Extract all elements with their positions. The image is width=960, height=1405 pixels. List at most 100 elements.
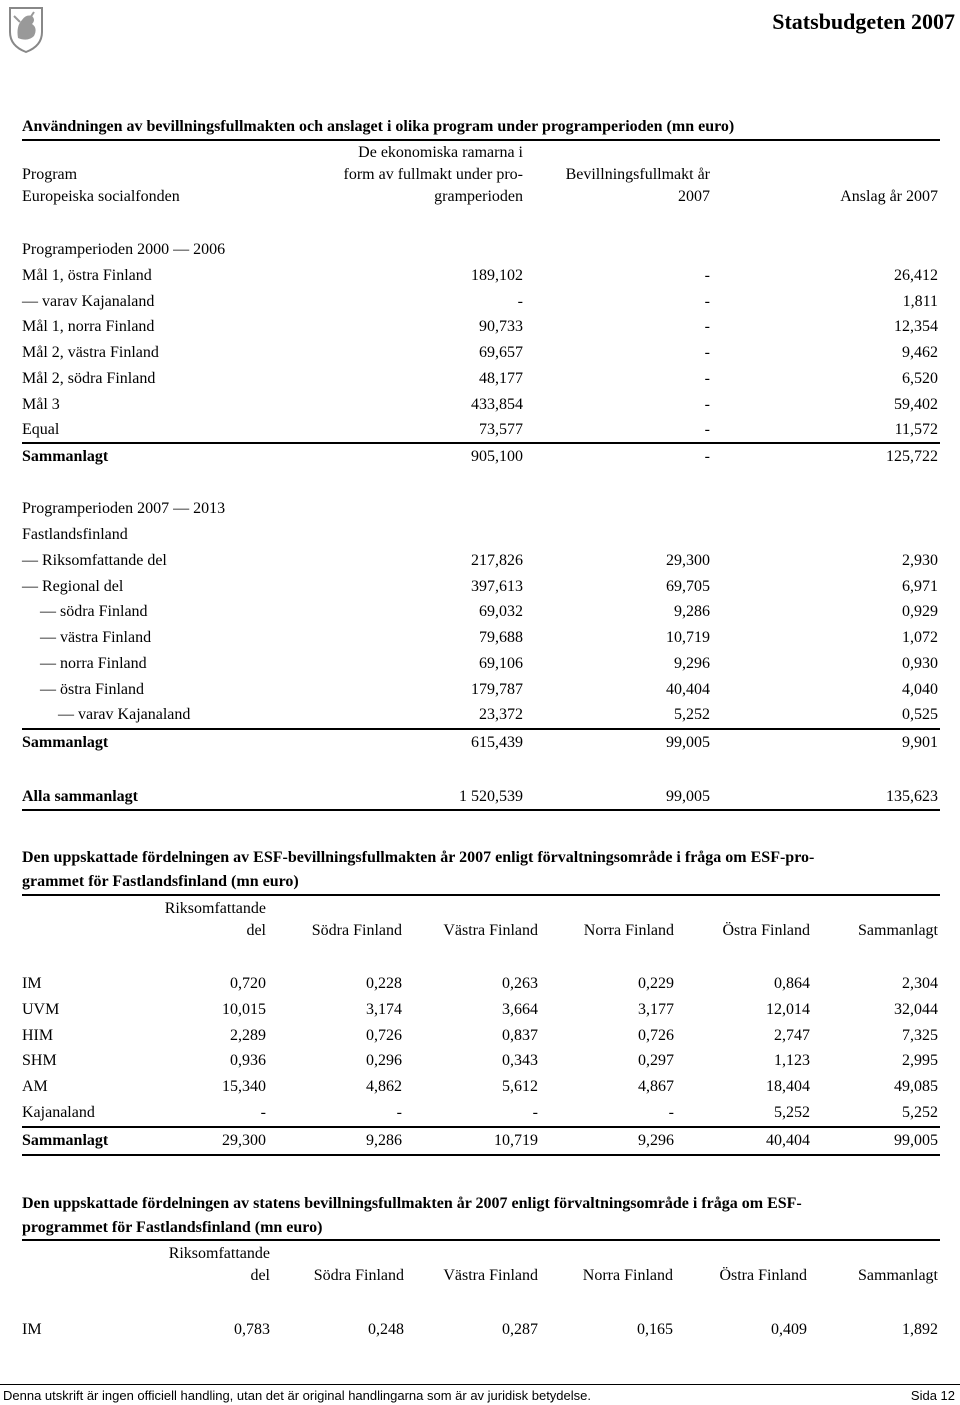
cell: 32,044 — [894, 1000, 938, 1018]
cell: 2,930 — [902, 552, 938, 569]
cell: 59,402 — [894, 395, 938, 413]
cell: 5,252 — [902, 1104, 938, 1121]
column-header: Norra Finland — [582, 1267, 673, 1284]
cell: 10,015 — [222, 1000, 266, 1018]
cell: 0,837 — [502, 1026, 538, 1044]
cell: 0,864 — [774, 975, 810, 992]
row-label: Mål 3 — [22, 395, 60, 413]
table-title: Den uppskattade fördelningen av ESF-bevi… — [22, 849, 815, 866]
cell: 5,252 — [774, 1104, 810, 1121]
rule — [22, 728, 940, 730]
rule — [22, 894, 940, 896]
cell: 40,404 — [766, 1132, 810, 1149]
logo — [9, 7, 43, 54]
cell: 0,525 — [902, 706, 938, 724]
cell: 9,286 — [366, 1132, 402, 1149]
footer-rule — [0, 1384, 960, 1385]
row-label: Mål 2, södra Finland — [22, 369, 156, 387]
row-label: Mål 2, västra Finland — [22, 344, 159, 362]
row-label: — norra Finland — [40, 654, 147, 672]
cell: 0,165 — [637, 1321, 673, 1338]
cell: 217,826 — [471, 552, 523, 569]
column-header: Bevillningsfullmakt år — [565, 166, 710, 183]
rule — [22, 1126, 940, 1128]
row-label: Mål 1, norra Finland — [22, 318, 155, 336]
cell: - — [704, 395, 710, 413]
column-header: Västra Finland — [443, 922, 538, 939]
cell: 15,340 — [222, 1078, 266, 1096]
rule — [22, 809, 940, 811]
cell: - — [704, 267, 710, 284]
row-label: Mål 1, östra Finland — [22, 267, 152, 284]
column-header: Riksomfattande — [164, 900, 266, 917]
cell: 3,174 — [366, 1000, 402, 1018]
cell: 179,787 — [471, 680, 523, 698]
cell: 3,664 — [502, 1000, 538, 1018]
row-label: — Regional del — [22, 577, 124, 595]
cell: 9,296 — [638, 1132, 674, 1149]
section-title: Programperioden 2007 — 2013 — [22, 500, 226, 517]
column-header: Sammanlagt — [858, 922, 938, 939]
cell: 125,722 — [886, 448, 938, 465]
column-header: Europeiska socialfonden — [22, 188, 180, 205]
cell: 0,263 — [502, 975, 538, 992]
cell: 1,811 — [902, 292, 938, 310]
row-label: Equal — [22, 421, 60, 439]
rule — [22, 1239, 940, 1241]
cell: - — [704, 369, 710, 387]
section-title: Programperioden 2000 — 2006 — [22, 241, 226, 258]
cell: - — [704, 448, 710, 465]
cell: 9,296 — [674, 654, 710, 672]
column-header: Södra Finland — [311, 922, 402, 939]
cell: 73,577 — [479, 421, 523, 439]
cell: - — [517, 292, 523, 310]
cell: 12,014 — [766, 1000, 810, 1018]
cell: 18,404 — [766, 1078, 810, 1096]
table-title: programmet för Fastlandsfinland (mn euro… — [22, 1219, 323, 1236]
total-label: Sammanlagt — [22, 1132, 109, 1149]
column-header: Program — [22, 166, 78, 183]
cell: 189,102 — [471, 267, 523, 284]
cell: 2,747 — [774, 1026, 810, 1044]
column-header: del — [250, 1267, 270, 1284]
rule — [22, 139, 940, 141]
cell: 1,072 — [902, 629, 938, 647]
column-header: 2007 — [678, 188, 710, 205]
row-label: HIM — [22, 1026, 54, 1044]
cell: 79,688 — [479, 629, 523, 647]
grand-total-label: Alla sammanlagt — [22, 788, 138, 805]
rule — [22, 442, 940, 444]
cell: 6,971 — [902, 577, 938, 595]
cell: 23,372 — [479, 706, 523, 724]
cell: 0,930 — [902, 654, 938, 672]
cell: 0,783 — [234, 1321, 270, 1338]
cell: 2,995 — [902, 1052, 938, 1070]
cell: 99,005 — [666, 788, 710, 805]
table-title: Användningen av bevillningsfullmakten oc… — [22, 118, 735, 135]
cell: - — [704, 421, 710, 439]
cell: 9,901 — [902, 734, 938, 751]
cell: 0,726 — [638, 1026, 674, 1044]
rule — [22, 1154, 940, 1156]
cell: 0,229 — [638, 975, 674, 992]
cell: 99,005 — [894, 1132, 938, 1149]
row-label: — östra Finland — [40, 680, 144, 698]
cell: 69,106 — [479, 654, 523, 672]
cell: 49,085 — [894, 1078, 938, 1096]
column-header: Östra Finland — [719, 1267, 807, 1284]
cell: 905,100 — [471, 448, 523, 465]
cell: 0,936 — [230, 1052, 266, 1070]
cell: 4,867 — [638, 1078, 674, 1096]
cell: 29,300 — [666, 552, 710, 569]
cell: 0,343 — [502, 1052, 538, 1070]
cell: 0,409 — [771, 1321, 807, 1338]
column-header: form av fullmakt under pro- — [343, 166, 524, 183]
row-label: AM — [22, 1078, 48, 1096]
row-label: IM — [22, 1321, 42, 1338]
cell: 0,726 — [366, 1026, 402, 1044]
cell: 40,404 — [666, 680, 710, 698]
row-label: — västra Finland — [40, 629, 152, 647]
cell: 69,657 — [479, 344, 523, 362]
cell: 29,300 — [222, 1132, 266, 1149]
